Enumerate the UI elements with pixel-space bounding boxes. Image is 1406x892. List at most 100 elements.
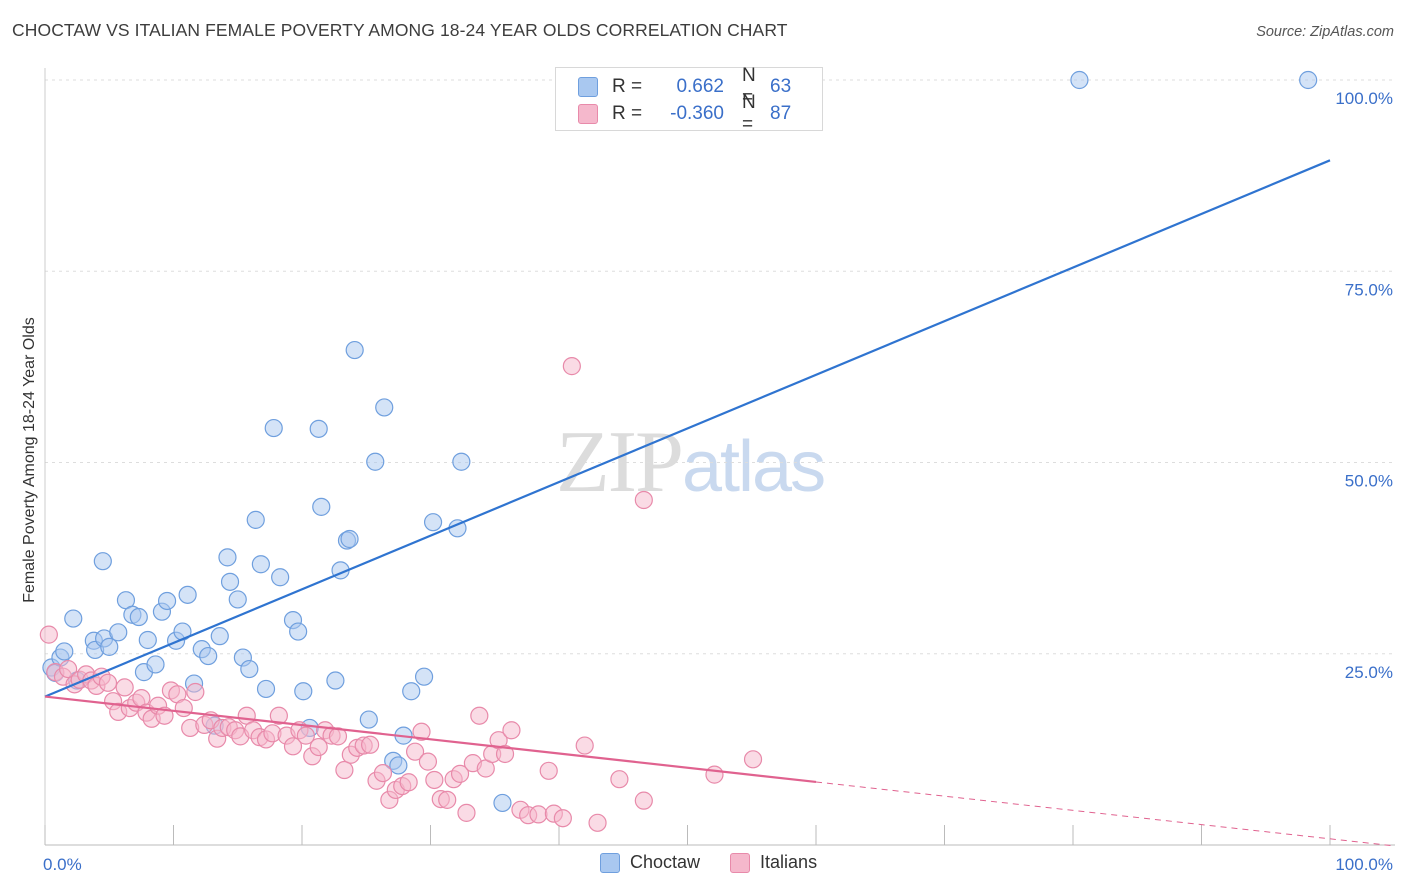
data-point-choctaw bbox=[402, 682, 421, 701]
data-point-choctaw bbox=[423, 513, 443, 532]
legend-swatch-italians bbox=[730, 852, 751, 873]
data-point-choctaw bbox=[210, 627, 229, 646]
data-point-italians bbox=[562, 357, 581, 376]
data-point-italians bbox=[634, 490, 653, 510]
data-point-choctaw bbox=[375, 398, 394, 417]
data-point-choctaw bbox=[218, 548, 237, 567]
data-point-choctaw bbox=[345, 340, 364, 360]
data-point-choctaw bbox=[228, 590, 247, 609]
chart-title: CHOCTAW VS ITALIAN FEMALE POVERTY AMONG … bbox=[12, 20, 788, 40]
data-point-italians bbox=[373, 763, 393, 783]
legend-swatch-italians bbox=[578, 104, 598, 124]
data-point-italians bbox=[553, 809, 572, 828]
data-point-italians bbox=[502, 721, 521, 740]
legend-label-italians: Italians bbox=[760, 852, 818, 872]
data-point-choctaw bbox=[55, 642, 74, 661]
x-tick-label: 100.0% bbox=[1335, 855, 1393, 874]
data-point-italians bbox=[155, 706, 174, 725]
y-tick-label: 25.0% bbox=[1345, 663, 1393, 682]
series-legend: Choctaw Italians bbox=[600, 852, 847, 873]
data-point-italians bbox=[399, 773, 418, 792]
data-point-choctaw bbox=[414, 667, 434, 686]
data-point-choctaw bbox=[493, 793, 512, 813]
y-tick-label: 75.0% bbox=[1345, 280, 1393, 299]
data-point-italians bbox=[269, 706, 288, 725]
data-point-choctaw bbox=[138, 630, 157, 650]
data-point-italians bbox=[328, 727, 348, 746]
data-point-italians bbox=[335, 760, 354, 780]
legend-n-value: 63 bbox=[770, 76, 792, 97]
data-point-choctaw bbox=[100, 637, 119, 656]
data-point-italians bbox=[361, 735, 380, 754]
data-point-choctaw bbox=[366, 452, 385, 471]
data-point-choctaw bbox=[1299, 70, 1318, 90]
legend-row-italians: R = -0.360 N = 87 bbox=[578, 92, 792, 135]
trend-line-choctaw bbox=[44, 159, 1331, 698]
data-point-choctaw bbox=[246, 510, 265, 529]
data-point-choctaw bbox=[312, 497, 331, 516]
legend-r-label: R = bbox=[612, 103, 643, 124]
data-point-choctaw bbox=[178, 585, 197, 604]
data-point-choctaw bbox=[157, 591, 177, 611]
legend-r-value: 0.662 bbox=[676, 76, 724, 97]
data-point-italians bbox=[425, 770, 444, 790]
data-point-choctaw bbox=[326, 671, 345, 690]
data-point-choctaw bbox=[452, 452, 471, 471]
trend-line-extension-italians bbox=[815, 781, 1396, 847]
data-point-italians bbox=[98, 673, 118, 692]
legend-n-value: 87 bbox=[770, 103, 792, 124]
legend-swatch-choctaw bbox=[578, 77, 598, 97]
legend-n-label: N = bbox=[742, 92, 756, 135]
data-point-choctaw bbox=[199, 646, 218, 666]
data-points bbox=[39, 70, 1318, 832]
legend-r-value: -0.360 bbox=[670, 103, 724, 124]
data-point-italians bbox=[529, 805, 548, 824]
data-point-italians bbox=[450, 764, 470, 783]
data-point-choctaw bbox=[109, 623, 128, 642]
data-point-italians bbox=[634, 791, 653, 810]
data-point-italians bbox=[588, 813, 607, 832]
data-point-italians bbox=[457, 803, 476, 822]
x-tick-label: 0.0% bbox=[43, 855, 82, 874]
data-point-italians bbox=[495, 744, 515, 764]
tick-labels: 25.0% 50.0% 75.0% 100.0% 0.0% 100.0% bbox=[43, 89, 1393, 874]
data-point-italians bbox=[405, 742, 425, 761]
data-point-choctaw bbox=[340, 529, 359, 549]
data-point-italians bbox=[283, 737, 303, 756]
watermark-atlas: atlas bbox=[682, 427, 826, 507]
data-point-choctaw bbox=[240, 659, 259, 679]
data-point-choctaw bbox=[264, 418, 283, 438]
data-point-choctaw bbox=[93, 552, 112, 571]
data-point-italians bbox=[59, 659, 78, 679]
y-tick-label: 50.0% bbox=[1345, 472, 1393, 491]
legend-r-label: R = bbox=[612, 76, 643, 97]
data-point-choctaw bbox=[64, 609, 83, 628]
data-point-choctaw bbox=[271, 568, 290, 587]
data-point-choctaw bbox=[251, 555, 270, 574]
data-point-italians bbox=[438, 790, 457, 809]
legend-row-choctaw: R = 0.662 N = 63 bbox=[578, 65, 792, 108]
data-point-choctaw bbox=[129, 607, 148, 627]
data-point-choctaw bbox=[256, 679, 276, 699]
legend-item-choctaw[interactable]: Choctaw bbox=[600, 852, 700, 873]
data-point-choctaw bbox=[289, 622, 308, 641]
data-point-italians bbox=[418, 752, 438, 771]
data-point-choctaw bbox=[294, 682, 313, 701]
data-point-italians bbox=[470, 706, 489, 725]
trend-line-italians bbox=[44, 695, 817, 784]
legend-item-italians[interactable]: Italians bbox=[730, 852, 817, 873]
gridlines bbox=[45, 79, 1395, 655]
axes bbox=[44, 68, 1395, 846]
data-point-italians bbox=[115, 678, 134, 697]
trend-lines bbox=[44, 159, 1396, 847]
data-point-choctaw bbox=[389, 756, 408, 775]
data-point-choctaw bbox=[220, 572, 240, 591]
data-point-italians bbox=[309, 737, 328, 757]
source-credit: Source: ZipAtlas.com bbox=[1256, 24, 1394, 40]
data-point-choctaw bbox=[146, 655, 165, 674]
data-point-italians bbox=[186, 682, 205, 702]
data-point-italians bbox=[705, 765, 724, 784]
correlation-legend: R = 0.662 N = 63 R = -0.360 N = 87 bbox=[555, 65, 823, 135]
data-point-italians bbox=[743, 750, 763, 769]
data-point-italians bbox=[575, 736, 594, 755]
